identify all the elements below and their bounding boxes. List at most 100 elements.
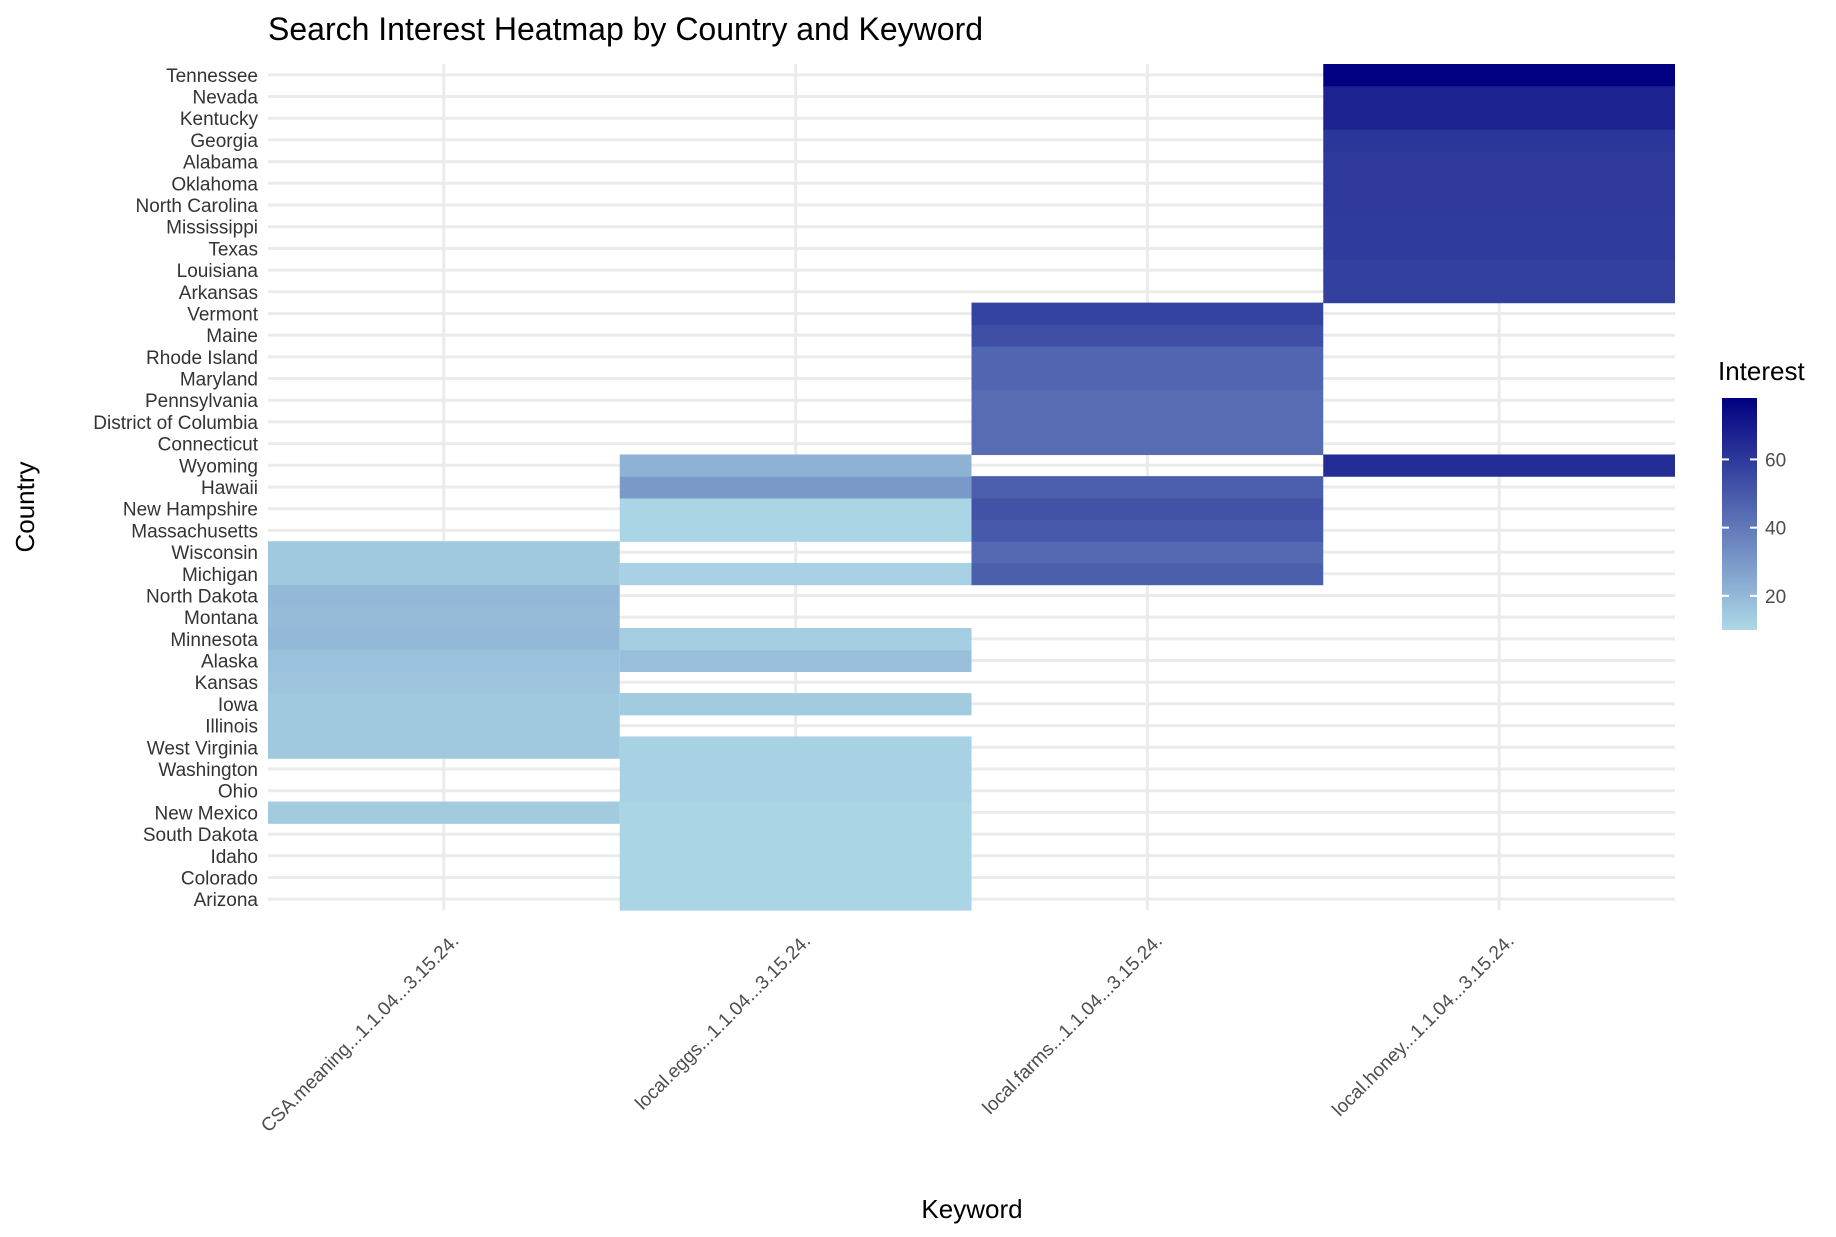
heatmap-cell: [1323, 280, 1675, 304]
heatmap-cell: [619, 476, 972, 499]
y-tick-label: Connecticut: [158, 435, 259, 456]
heatmap-cell: [619, 823, 972, 846]
y-tick-label: Arkansas: [179, 283, 258, 304]
heatmap-cell: [619, 519, 972, 542]
heatmap-cell: [1323, 194, 1675, 217]
heatmap-cells: [268, 64, 1675, 911]
heatmap-cell: [268, 693, 620, 716]
heatmap-cell: [1323, 150, 1675, 174]
legend-title: Interest: [1718, 356, 1805, 386]
heatmap-cell: [268, 736, 620, 759]
heatmap-cell: [971, 497, 1324, 521]
y-tick-label: Colorado: [181, 868, 258, 889]
legend-tick-label: 40: [1765, 519, 1786, 540]
y-axis-title: Country: [10, 461, 40, 552]
heatmap-cell: [619, 779, 972, 803]
y-tick-label: Oklahoma: [171, 174, 258, 195]
legend-tick-label: 60: [1765, 450, 1786, 471]
heatmap-cell: [971, 346, 1324, 369]
x-axis-title: Keyword: [921, 1194, 1022, 1224]
legend: Interest 20 40 60: [1718, 356, 1805, 630]
y-tick-label: Hawaii: [201, 478, 258, 499]
heatmap-cell: [1323, 129, 1675, 152]
heatmap-cell: [971, 432, 1324, 456]
y-tick-label: Massachusetts: [131, 521, 258, 542]
heatmap-cell: [1323, 107, 1675, 130]
chart-title: Search Interest Heatmap by Country and K…: [268, 11, 983, 47]
heatmap-cell: [971, 562, 1324, 586]
heatmap-cell: [619, 758, 972, 781]
heatmap-cell: [268, 649, 620, 672]
x-tick-label: local.honey...1.1.04...3.15.24.: [1329, 931, 1519, 1121]
heatmap-cell: [619, 454, 972, 477]
heatmap-cell: [1323, 454, 1675, 477]
heatmap-cell: [1323, 172, 1675, 195]
heatmap-cell: [619, 497, 972, 521]
y-tick-label: Wyoming: [179, 456, 258, 477]
y-tick-label: Washington: [158, 760, 258, 781]
y-tick-label: Alaska: [201, 652, 258, 673]
y-tick-label: Nevada: [193, 88, 259, 109]
heatmap-cell: [619, 844, 972, 868]
heatmap-cell: [619, 693, 972, 716]
heatmap-cell: [971, 389, 1324, 412]
heatmap-cell: [268, 562, 620, 586]
y-tick-label: South Dakota: [143, 825, 259, 846]
heatmap-cell: [971, 541, 1324, 564]
y-tick-label: Pennsylvania: [145, 391, 258, 412]
x-tick-label: local.eggs...1.1.04...3.15.24.: [632, 931, 816, 1115]
y-tick-label: Kansas: [195, 673, 258, 694]
y-tick-label: North Dakota: [146, 586, 258, 607]
heatmap-cell: [268, 714, 620, 738]
y-tick-label: New Mexico: [155, 803, 258, 824]
x-tick-label: CSA.meaning...1.1.04...3.15.24.: [257, 931, 463, 1137]
y-tick-label: Louisiana: [177, 261, 259, 282]
heatmap-cell: [971, 367, 1324, 390]
heatmap-cell: [619, 888, 972, 911]
heatmap-cell: [971, 519, 1324, 542]
heatmap-cell: [268, 628, 620, 651]
heatmap-cell: [268, 801, 620, 824]
heatmap-cell: [1323, 259, 1675, 282]
heatmap-cell: [619, 736, 972, 759]
y-tick-label: Maine: [206, 326, 258, 347]
y-tick-label: Texas: [208, 239, 258, 260]
y-tick-label: Alabama: [183, 153, 258, 174]
heatmap-cell: [619, 649, 972, 672]
legend-tick-label: 20: [1765, 587, 1786, 608]
heatmap-cell: [619, 562, 972, 586]
legend-ticks: 20 40 60: [1722, 450, 1786, 608]
heatmap-cell: [1323, 215, 1675, 239]
heatmap-cell: [971, 302, 1324, 325]
y-tick-label: Wisconsin: [171, 543, 258, 564]
y-tick-label: Minnesota: [170, 630, 258, 651]
heatmap-cell: [619, 801, 972, 824]
y-tick-label: Rhode Island: [146, 348, 258, 369]
y-tick-label: Maryland: [180, 370, 258, 391]
y-tick-label: West Virginia: [147, 738, 259, 759]
y-tick-label: Mississippi: [166, 218, 258, 239]
heatmap-cell: [268, 606, 620, 629]
y-tick-label: Iowa: [218, 695, 259, 716]
y-tick-label: Montana: [184, 608, 258, 629]
legend-colorbar: [1722, 398, 1757, 630]
y-tick-label: Idaho: [210, 847, 258, 868]
y-tick-label: Ohio: [218, 782, 258, 803]
heatmap-cell: [971, 411, 1324, 434]
y-tick-label: Vermont: [187, 304, 258, 325]
y-tick-label: North Carolina: [136, 196, 259, 217]
y-tick-label: Michigan: [182, 565, 258, 586]
heatmap-cell: [971, 476, 1324, 499]
y-tick-label: District of Columbia: [93, 413, 258, 434]
heatmap-cell: [971, 324, 1324, 347]
heatmap-cell: [619, 628, 972, 651]
heatmap-cell: [1323, 85, 1675, 108]
y-tick-label: Tennessee: [166, 66, 258, 87]
y-tick-label: New Hampshire: [123, 500, 258, 521]
heatmap-cell: [619, 866, 972, 889]
x-axis-ticks: CSA.meaning...1.1.04...3.15.24. local.egg…: [257, 931, 1518, 1137]
y-tick-label: Kentucky: [180, 109, 259, 130]
